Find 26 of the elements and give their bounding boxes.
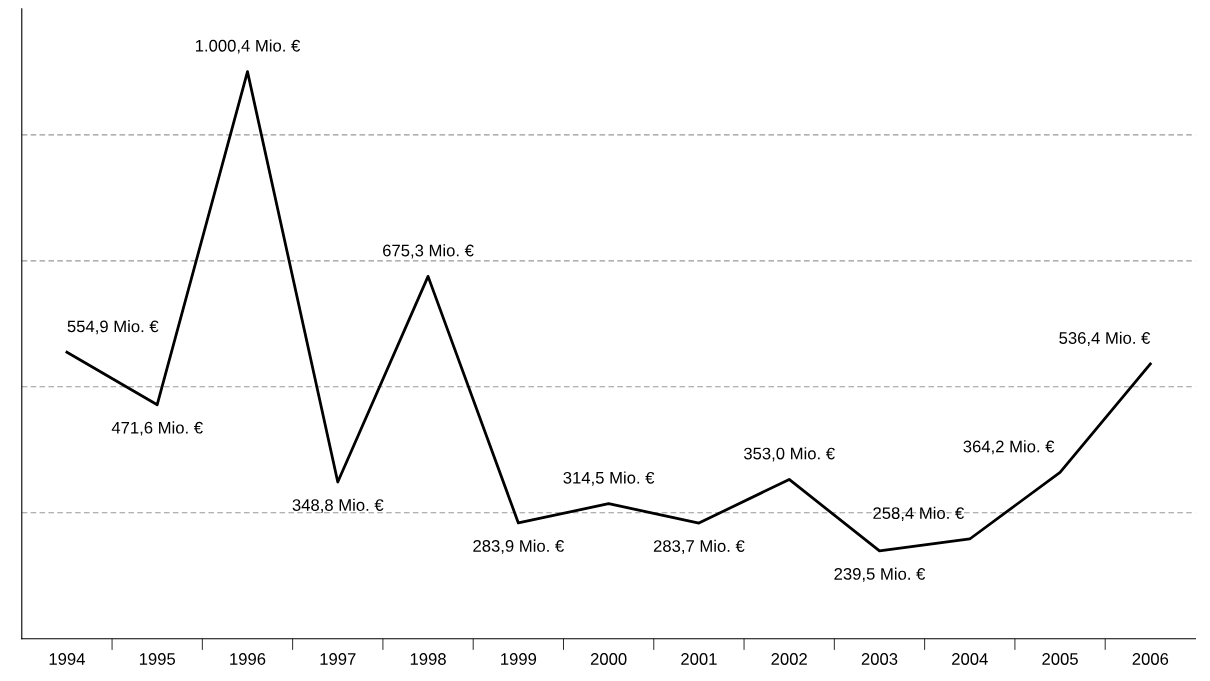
data-label: 258,4 Mio. €	[873, 506, 964, 522]
data-label: 239,5 Mio. €	[834, 567, 926, 582]
data-label: 1.000,4 Mio. €	[195, 39, 301, 54]
data-label: 471,6 Mio. €	[111, 421, 203, 436]
x-tick-label: 1997	[320, 653, 356, 665]
x-tick-label: 1998	[410, 653, 446, 665]
data-label: 364,2 Mio. €	[963, 440, 1055, 455]
x-tick-label: 2006	[1132, 653, 1169, 665]
data-label: 536,4 Mio. €	[1059, 331, 1151, 346]
x-tick-label: 2005	[1042, 653, 1078, 665]
x-tick-label: 2001	[681, 653, 717, 665]
data-label: 314,5 Mio. €	[563, 471, 655, 486]
data-label: 283,7 Mio. €	[653, 539, 745, 554]
x-tick-label: 2002	[771, 653, 807, 665]
x-tick-label: 2003	[861, 653, 898, 665]
x-tick-label: 1999	[501, 653, 537, 665]
data-label: 348,8 Mio. €	[292, 498, 384, 513]
x-tick-label: 1995	[139, 653, 176, 665]
x-tick-label: 2000	[590, 653, 627, 665]
data-label: 675,3 Mio. €	[383, 244, 474, 259]
data-label: 283,9 Mio. €	[473, 539, 564, 554]
data-label: 353,0 Mio. €	[743, 447, 835, 462]
x-tick-label: 1994	[49, 653, 85, 665]
data-label: 554,9 Mio. €	[67, 320, 159, 335]
x-tick-label: 1996	[230, 653, 266, 665]
x-tick-label: 2004	[952, 653, 988, 665]
